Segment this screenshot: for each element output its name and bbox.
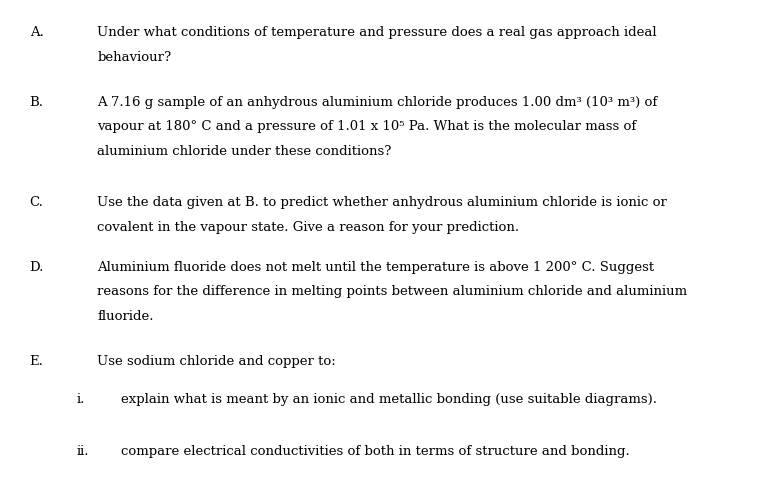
Text: D.: D. [30, 261, 44, 273]
Text: Under what conditions of temperature and pressure does a real gas approach ideal: Under what conditions of temperature and… [97, 26, 657, 39]
Text: B.: B. [30, 96, 44, 109]
Text: aluminium chloride under these conditions?: aluminium chloride under these condition… [97, 145, 392, 158]
Text: behaviour?: behaviour? [97, 51, 171, 64]
Text: reasons for the difference in melting points between aluminium chloride and alum: reasons for the difference in melting po… [97, 285, 688, 298]
Text: C.: C. [30, 196, 44, 209]
Text: A.: A. [30, 26, 44, 39]
Text: compare electrical conductivities of both in terms of structure and bonding.: compare electrical conductivities of bot… [121, 445, 629, 458]
Text: vapour at 180° C and a pressure of 1.01 x 10⁵ Pa. What is the molecular mass of: vapour at 180° C and a pressure of 1.01 … [97, 120, 636, 133]
Text: covalent in the vapour state. Give a reason for your prediction.: covalent in the vapour state. Give a rea… [97, 221, 520, 234]
Text: fluoride.: fluoride. [97, 310, 154, 323]
Text: A 7.16 g sample of an anhydrous aluminium chloride produces 1.00 dm³ (10³ m³) of: A 7.16 g sample of an anhydrous aluminiu… [97, 96, 657, 109]
Text: Aluminium fluoride does not melt until the temperature is above 1 200° C. Sugges: Aluminium fluoride does not melt until t… [97, 261, 654, 273]
Text: ii.: ii. [76, 445, 89, 458]
Text: i.: i. [76, 393, 85, 406]
Text: explain what is meant by an ionic and metallic bonding (use suitable diagrams).: explain what is meant by an ionic and me… [121, 393, 657, 406]
Text: Use sodium chloride and copper to:: Use sodium chloride and copper to: [97, 355, 336, 368]
Text: E.: E. [30, 355, 44, 368]
Text: Use the data given at B. to predict whether anhydrous aluminium chloride is ioni: Use the data given at B. to predict whet… [97, 196, 668, 209]
